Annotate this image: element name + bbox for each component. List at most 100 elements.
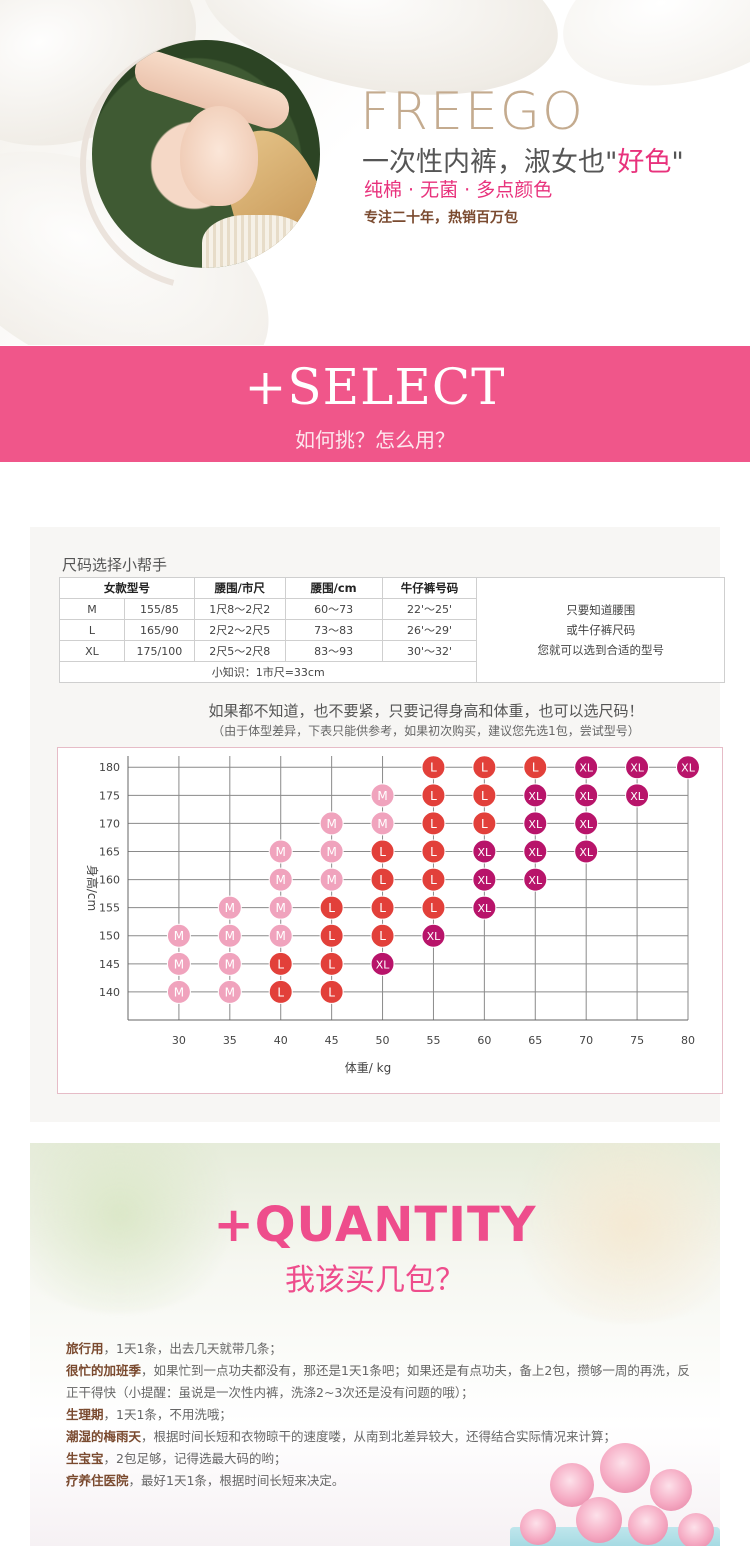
data-point-label: XL (630, 762, 645, 775)
x-tick-label: 65 (528, 1034, 542, 1047)
usage-label: 很忙的加班季 (66, 1363, 142, 1378)
cell-jeans: 30'～32' (381, 640, 478, 662)
side-note-line: 或牛仔裤尺码 (566, 623, 636, 637)
data-point (472, 811, 497, 836)
data-point (268, 951, 293, 976)
list-item: 生理期，1天1条，不用洗哦； (66, 1404, 696, 1426)
select-banner: +SELECT 如何挑？怎么用？ (0, 346, 750, 462)
size-tip: 小知识：1市尺=33cm (58, 661, 478, 683)
cell-waist-chi: 1尺8～2尺2 (193, 598, 286, 620)
data-point (523, 839, 548, 864)
y-tick-label: 145 (99, 958, 120, 971)
side-note: 只要知道腰围 或牛仔裤尺码 您就可以选到合适的型号 (476, 577, 725, 683)
flower-decoration (510, 1423, 720, 1546)
data-point-label: XL (630, 790, 645, 803)
flower-icon (520, 1509, 556, 1545)
data-point (319, 923, 344, 948)
data-point-label: L (328, 929, 335, 943)
data-point (370, 895, 395, 920)
list-item: 旅行用，1天1条，出去几天就带几条； (66, 1338, 696, 1360)
quantity-section: +QUANTITY 我该买几包？ 旅行用，1天1条，出去几天就带几条； 很忙的加… (30, 1143, 720, 1546)
data-point (574, 811, 599, 836)
data-point-label: M (276, 873, 286, 887)
x-tick-label: 45 (325, 1034, 339, 1047)
data-point-label: XL (478, 846, 493, 859)
x-tick-label: 75 (630, 1034, 644, 1047)
data-point-label: L (328, 985, 335, 999)
data-point-label: L (532, 761, 539, 775)
usage-text: ，最好1天1条，根据时间长短来决定。 (128, 1473, 345, 1488)
data-point-label: L (481, 817, 488, 831)
data-point (421, 839, 446, 864)
data-point-label: M (326, 817, 336, 831)
usage-label: 旅行用 (66, 1341, 104, 1356)
header-jeans: 牛仔裤号码 (381, 577, 478, 599)
header-waist-chi: 腰围/市尺 (193, 577, 286, 599)
data-point-label: L (277, 985, 284, 999)
data-point (523, 783, 548, 808)
cell-jeans: 22'～25' (381, 598, 478, 620)
cell-height: 165/90 (123, 619, 195, 641)
usage-label: 生理期 (66, 1407, 104, 1422)
flower-icon (576, 1497, 622, 1543)
slogan-end: " (671, 147, 684, 178)
data-point (472, 783, 497, 808)
data-point-label: M (276, 901, 286, 915)
data-point (217, 951, 242, 976)
data-point (319, 867, 344, 892)
data-point (166, 951, 191, 976)
cell-size: M (59, 598, 125, 620)
data-point (268, 979, 293, 1004)
header-size: 女款型号 (59, 577, 195, 599)
data-point-label: M (225, 985, 235, 999)
flower-icon (678, 1513, 714, 1546)
hero-slogan: 一次性内裤，淑女也"好色" (362, 140, 684, 179)
data-point (217, 895, 242, 920)
x-tick-label: 55 (426, 1034, 440, 1047)
usage-label: 疗养住医院 (66, 1473, 129, 1488)
header-waist-cm: 腰围/cm (284, 577, 383, 599)
data-point (523, 755, 548, 780)
select-subtitle: 如何挑？怎么用？ (295, 428, 455, 452)
data-point (370, 951, 395, 976)
data-point (421, 923, 446, 948)
x-tick-label: 80 (681, 1034, 695, 1047)
data-point (421, 811, 446, 836)
data-point (472, 867, 497, 892)
quantity-title: +QUANTITY (213, 1197, 537, 1253)
data-point-label: XL (681, 762, 696, 775)
data-point (319, 811, 344, 836)
data-point-label: L (379, 845, 386, 859)
data-point (268, 867, 293, 892)
flower-icon (628, 1505, 668, 1545)
data-point-label: M (326, 873, 336, 887)
usage-label: 生宝宝 (66, 1451, 104, 1466)
data-point (268, 839, 293, 864)
usage-label: 潮湿的梅雨天 (66, 1429, 142, 1444)
side-note-line: 只要知道腰围 (566, 603, 636, 617)
y-tick-label: 155 (99, 902, 120, 915)
data-point-label: L (379, 873, 386, 887)
list-item: 生宝宝，2包足够，记得选最大码的哟； (66, 1448, 696, 1470)
data-point-label: L (277, 957, 284, 971)
size-note-primary: 如果都不知道，也不要紧，只要记得身高和体重，也可以选尺码！ (208, 702, 644, 720)
cell-waist-cm: 73～83 (284, 619, 383, 641)
data-point-label: M (174, 985, 184, 999)
data-point (268, 923, 293, 948)
quantity-subtitle: 我该买几包？ (285, 1263, 465, 1298)
quantity-usage-list: 旅行用，1天1条，出去几天就带几条； 很忙的加班季，如果忙到一点功夫都没有，那还… (66, 1338, 696, 1492)
list-item: 疗养住医院，最好1天1条，根据时间长短来决定。 (66, 1470, 696, 1492)
data-point-label: L (328, 901, 335, 915)
flower-icon (600, 1443, 650, 1493)
cell-waist-chi: 2尺2～2尺5 (193, 619, 286, 641)
data-point-label: XL (579, 790, 594, 803)
data-point-label: L (328, 957, 335, 971)
data-point (574, 755, 599, 780)
model-face (180, 106, 258, 206)
list-item: 潮湿的梅雨天，根据时间长短和衣物晾干的速度喽，从南到北差异较大，还得结合实际情况… (66, 1426, 696, 1448)
data-point (472, 895, 497, 920)
data-point-label: XL (478, 874, 493, 887)
flower-icon (650, 1469, 692, 1511)
select-title: +SELECT (244, 358, 506, 416)
data-point (217, 923, 242, 948)
